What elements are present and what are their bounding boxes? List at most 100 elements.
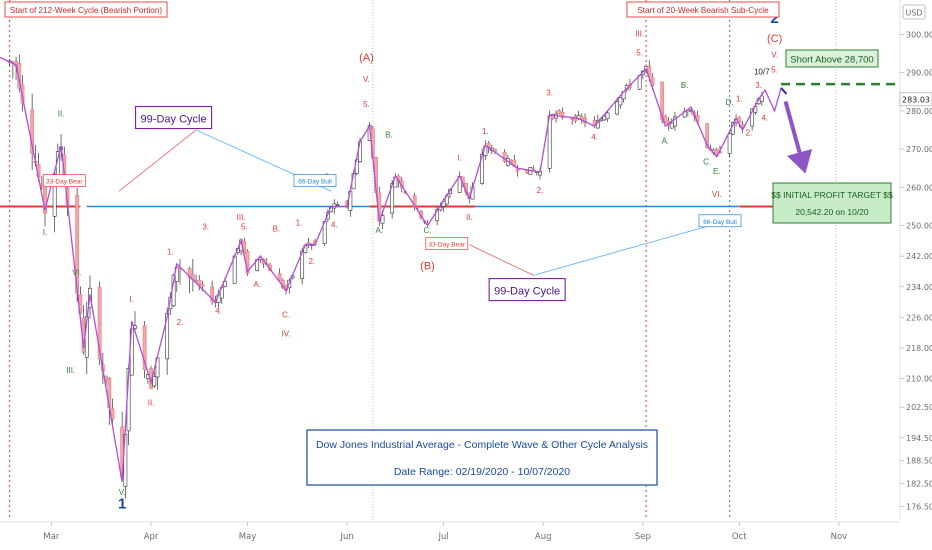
candle-body <box>618 97 623 106</box>
wave-label: 5. <box>771 66 778 75</box>
day-cycle-label: 33-Day Bear <box>429 242 466 249</box>
wave-label: A. <box>662 136 670 145</box>
currency-badge[interactable] <box>902 4 926 20</box>
profit-target-annotation: $$ INITIAL PROFIT TARGET $$ 20,542.20 on… <box>771 182 893 224</box>
cycle-guide-lines <box>118 129 724 276</box>
cycle-guide-up <box>118 129 197 192</box>
candle-body <box>200 284 205 287</box>
profit-target-line2: 20,542.20 on 10/20 <box>795 207 869 217</box>
wave-label: C. <box>282 310 290 319</box>
candle-body <box>142 325 147 370</box>
price-tick-label: 182.50 <box>906 480 932 489</box>
wave-label: 3. <box>202 222 209 231</box>
currency-label: USD <box>905 9 922 18</box>
cycle-label: 99-Day Cycle <box>494 286 560 298</box>
candle-body <box>306 242 311 245</box>
wave-label: E. <box>713 167 721 176</box>
candle-body <box>515 168 520 172</box>
wave-label: II. <box>58 110 65 119</box>
month-tick-label: Jun <box>340 532 354 542</box>
wave-label: 1. <box>296 219 303 228</box>
start-20-annotation: Start of 20-Week Bearish Sub-Cycle <box>626 1 780 18</box>
candle-body <box>419 210 423 219</box>
candle-body <box>660 81 665 120</box>
wave-label: 10/7 <box>754 68 770 77</box>
wave-label: 4. <box>762 113 769 122</box>
candle-body <box>605 112 610 120</box>
price-tick-label: 242.00 <box>906 252 932 261</box>
start-212-label: Start of 212-Week Cycle (Bearish Portion… <box>10 6 163 15</box>
wave-line <box>0 56 782 482</box>
wave-label: III. <box>237 213 246 222</box>
wave-labels: I.II.VI.III.V.I.II.1.2.3.4.III.5.A.B.C.I… <box>43 10 783 513</box>
level-lines <box>0 82 900 208</box>
chart-subtitle: Date Range: 02/19/2020 - 10/07/2020 <box>394 466 570 478</box>
wave-label: 4. <box>331 221 338 230</box>
month-ticks: Mar Apr May Jun Jul Aug Sep Oct Nov <box>43 522 847 542</box>
candle-body <box>335 203 340 206</box>
wave-label: 3. <box>546 89 553 98</box>
month-tick-label: Oct <box>732 532 747 542</box>
wave-label: I. <box>130 295 134 304</box>
wave-label: 5. <box>363 100 370 109</box>
price-tick-label: 194.50 <box>906 434 932 443</box>
wave-label: 1. <box>736 94 743 103</box>
candle-body <box>502 151 507 162</box>
candle-body <box>557 110 562 114</box>
wave-label: I. <box>43 228 47 237</box>
candle-body <box>750 108 755 127</box>
wave-label: 2. <box>177 318 184 327</box>
cycle-labels: 99-Day Cycle 99-Day Cycle 33-Day Bear 66-Da… <box>42 105 742 302</box>
cycle-label: 99-Day Cycle <box>141 114 207 126</box>
wave-label: VI. <box>712 190 722 199</box>
wave-path <box>0 56 782 482</box>
day-cycle-label: 66-Day Bull <box>703 219 737 226</box>
wave-label: 5. <box>636 48 643 57</box>
last-price-label: 283.03 <box>902 95 930 104</box>
candle-body <box>673 116 677 127</box>
cycle-label-box <box>488 278 566 302</box>
wave-label: (C) <box>767 33 782 45</box>
candle-body <box>560 111 565 118</box>
projection-arrow-shaft <box>783 100 802 153</box>
wave-label: C. <box>703 157 711 166</box>
price-tick-label: 280.00 <box>906 107 932 116</box>
last-price-tag: 283.03 <box>899 92 932 107</box>
month-tick-label: Jul <box>437 532 448 542</box>
wave-label: I. <box>457 154 461 163</box>
chart-title: Dow Jones Industrial Average - Complete … <box>316 439 648 451</box>
price-tick-label: 260.00 <box>906 183 932 192</box>
wave-label: 3. <box>755 81 762 90</box>
candle-body <box>637 75 642 90</box>
price-tick-label: 202.50 <box>906 403 932 412</box>
price-tick-label: 250.00 <box>906 222 932 231</box>
month-tick-label: Apr <box>144 532 159 542</box>
projection-peak-line <box>780 87 788 95</box>
candle-body <box>210 286 215 302</box>
wave-label: 1. <box>482 127 489 136</box>
price-tick-label: 300.00 <box>906 30 932 39</box>
wave-label: 4. <box>591 133 598 142</box>
price-tick-label: 218.00 <box>906 344 932 353</box>
wave-label: 2. <box>537 186 544 195</box>
price-tick-label: 188.50 <box>906 457 932 466</box>
wave-label: 1. <box>167 247 174 256</box>
candle-body <box>570 118 575 120</box>
price-tick-label: 234.00 <box>906 283 932 292</box>
short-above-label: Short Above 28,700 <box>790 55 873 66</box>
month-tick-label: Nov <box>831 532 848 542</box>
candle-body <box>30 109 35 154</box>
wave-label: III. <box>66 366 75 375</box>
day-cycle-label-box <box>698 214 742 228</box>
title-box: Dow Jones Industrial Average - Complete … <box>306 429 658 486</box>
wave-label: II. <box>466 213 473 222</box>
wave-label: II. <box>148 398 155 407</box>
month-tick-label: Sep <box>635 532 651 542</box>
wave-label: 2. <box>746 129 753 138</box>
candle-body <box>165 312 170 360</box>
month-tick-label: Mar <box>43 532 60 542</box>
candle-body <box>152 376 157 387</box>
wave-label: VI. <box>72 268 82 277</box>
month-tick-label: May <box>239 532 257 542</box>
